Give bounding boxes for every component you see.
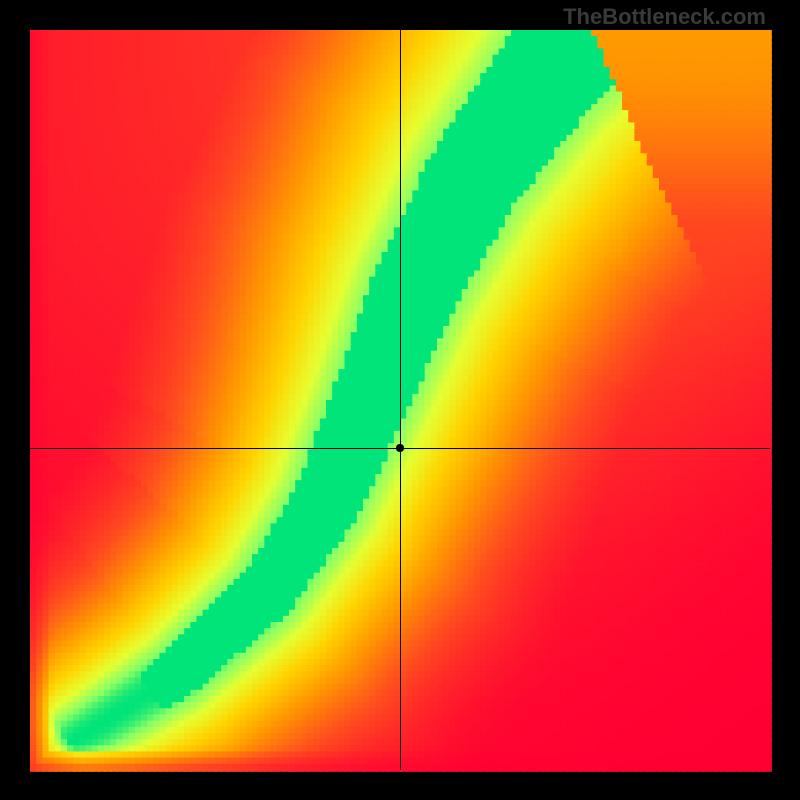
heatmap-canvas	[0, 0, 800, 800]
watermark-text: TheBottleneck.com	[563, 4, 766, 30]
chart-root: TheBottleneck.com	[0, 0, 800, 800]
